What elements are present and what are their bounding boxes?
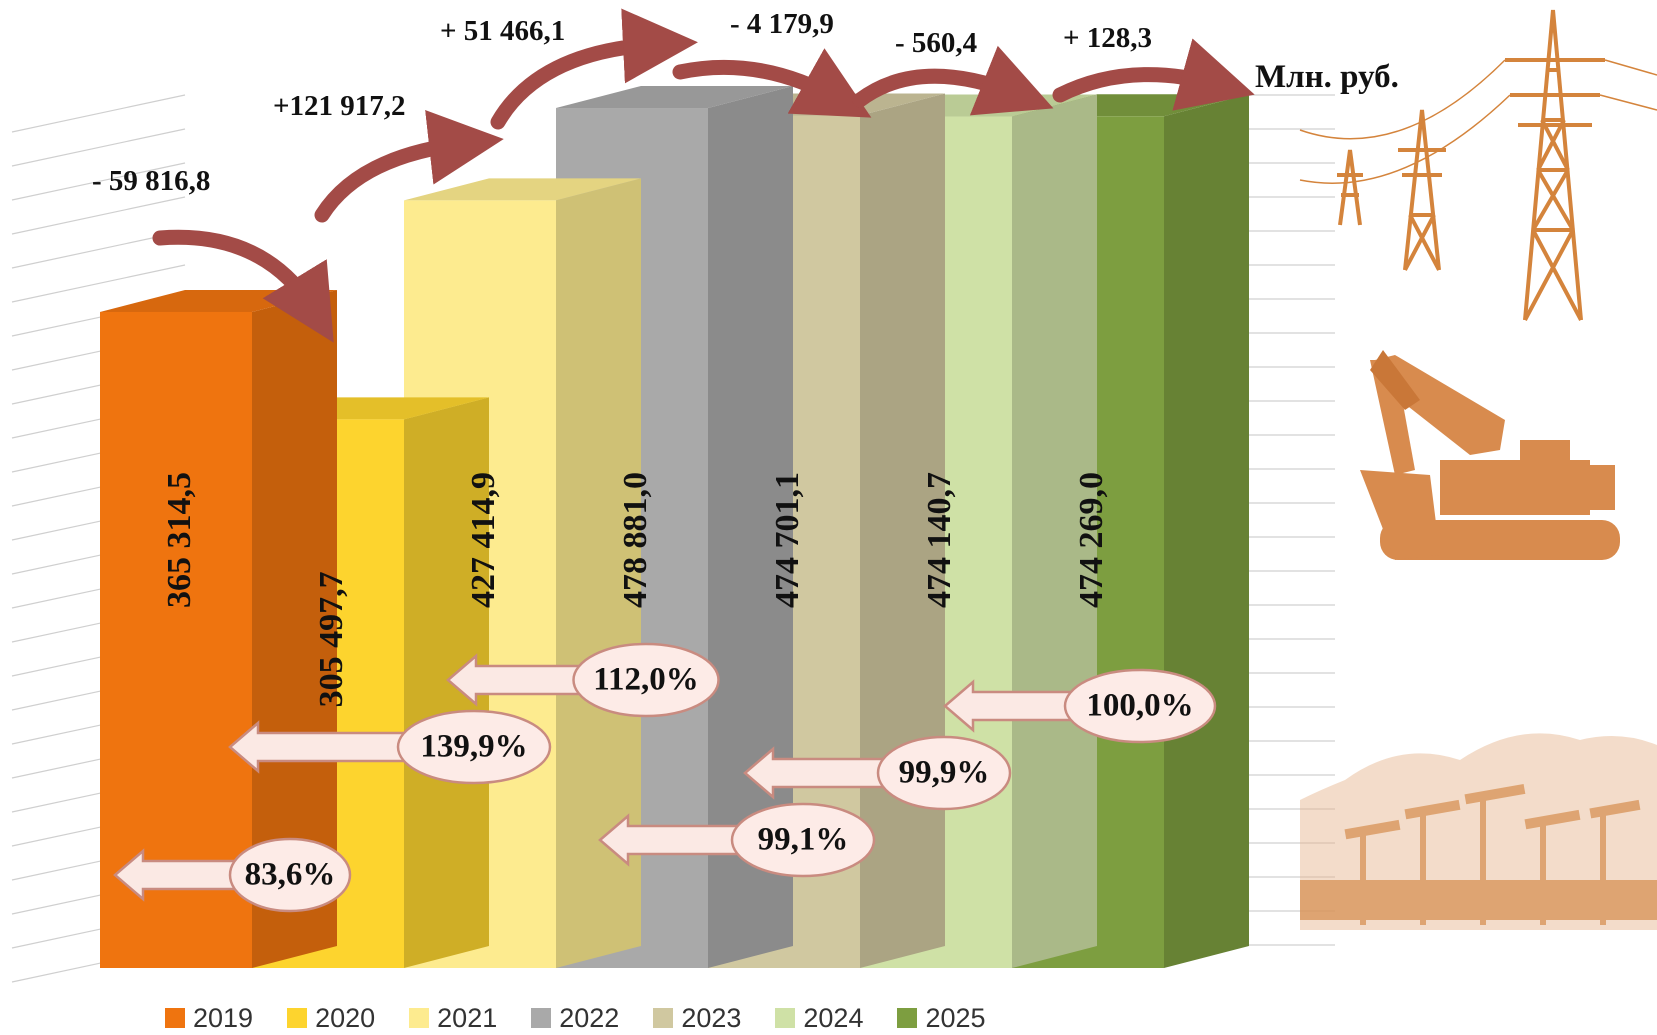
- excavator-icon: [1360, 350, 1620, 560]
- legend-item-2019: 2019: [165, 1003, 253, 1034]
- change-arrow: [672, 48, 872, 118]
- percent-bubble: [572, 642, 720, 718]
- percent-bubble: [228, 837, 352, 913]
- percent-callout: 139,9%: [228, 709, 552, 785]
- legend-swatch: [287, 1008, 308, 1028]
- percent-bubble: [396, 709, 552, 785]
- percent-callout: 100,0%: [943, 668, 1217, 744]
- bar-top: [404, 178, 641, 201]
- legend-swatch: [165, 1008, 185, 1028]
- legend-label: 2025: [925, 1002, 986, 1033]
- legend-label: 2022: [559, 1002, 620, 1033]
- legend-swatch: [775, 1008, 796, 1028]
- percent-callout: 99,1%: [598, 802, 876, 878]
- percent-callout: 112,0%: [446, 642, 720, 718]
- change-label: + 128,3: [1063, 22, 1152, 54]
- percent-label: 100,0%: [1086, 688, 1193, 724]
- percent-bubble: [876, 735, 1012, 811]
- percent-label: 99,1%: [758, 822, 849, 858]
- legend-swatch: [409, 1008, 430, 1028]
- change-label: - 560,4: [895, 27, 977, 59]
- bar-value-label: 474 140,7: [921, 472, 958, 608]
- bar-side: [1012, 94, 1097, 968]
- percent-callouts: 83,6% 139,9% 112,0% 99,1% 99,9% 100,0%: [113, 642, 1217, 913]
- legend-label: 2019: [193, 1002, 254, 1033]
- bar-value-label: 478 881,0: [617, 472, 654, 608]
- legend-label: 2023: [681, 1002, 742, 1033]
- legend-swatch: [897, 1008, 918, 1028]
- legend-item-2021: 2021: [409, 1003, 497, 1034]
- bar-side: [708, 86, 793, 969]
- grid-line: [11, 162, 186, 201]
- grid-line: [11, 94, 186, 133]
- change-arrow: [852, 45, 1054, 116]
- bar-side: [556, 178, 641, 968]
- legend-label: 2024: [803, 1002, 864, 1033]
- bars: 365 314,5 305 497,7 427 414,9 478 881,0 474 …: [100, 86, 1249, 969]
- legend-item-2023: 2023: [653, 1003, 741, 1034]
- percent-bubble: [730, 802, 876, 878]
- legend-item-2020: 2020: [287, 1003, 375, 1034]
- bar-value-label: 365 314,5: [161, 472, 198, 608]
- grid-line: [11, 196, 186, 235]
- percent-label: 99,9%: [899, 755, 990, 791]
- change-arrow: [314, 110, 504, 223]
- legend-swatch: [653, 1008, 674, 1028]
- change-arrow: [1052, 38, 1255, 111]
- bar-top: [556, 86, 793, 109]
- legend-label: 2021: [437, 1002, 498, 1033]
- change-arrow: [490, 8, 698, 130]
- bar-side: [252, 289, 337, 968]
- bar-value-label: 474 269,0: [1073, 472, 1110, 608]
- change-label: + 51 466,1: [440, 15, 565, 47]
- percent-label: 139,9%: [420, 729, 527, 765]
- legend-label: 2020: [315, 1002, 376, 1033]
- bar-value-label: 474 701,1: [769, 472, 806, 608]
- bar-2019: [100, 289, 337, 968]
- change-label: - 4 179,9: [730, 8, 834, 40]
- oil-pumps-icon: [1300, 733, 1657, 930]
- percent-callout: 99,9%: [743, 735, 1012, 811]
- bar-side: [1164, 94, 1249, 968]
- change-label: +121 917,2: [273, 90, 406, 122]
- grid-line: [11, 264, 186, 303]
- change-arrow: [152, 229, 334, 343]
- percent-label: 112,0%: [593, 662, 698, 698]
- grid-line: [11, 128, 186, 167]
- change-label: - 59 816,8: [92, 165, 210, 197]
- percent-callout: 83,6%: [113, 837, 352, 913]
- percent-bubble: [1063, 668, 1217, 744]
- legend-item-2025: 2025: [897, 1002, 986, 1034]
- legend-swatch: [531, 1008, 552, 1028]
- bar-side: [404, 397, 489, 968]
- power-tower-icon: [1299, 9, 1657, 321]
- legend: 2019 2020 2021 2022 2023 2024 2025: [165, 1003, 986, 1033]
- bar-value-label: 305 497,7: [313, 571, 350, 707]
- bar-front: [100, 311, 252, 968]
- change-arrows: - 59 816,8 +121 917,2 + 51 466,1 - 4 179,9 -…: [92, 8, 1255, 343]
- legend-item-2022: 2022: [531, 1003, 619, 1034]
- unit-label: Млн. руб.: [1255, 59, 1399, 95]
- legend-item-2024: 2024: [775, 1003, 863, 1034]
- percent-label: 83,6%: [245, 857, 336, 893]
- bar-value-label: 427 414,9: [465, 472, 502, 608]
